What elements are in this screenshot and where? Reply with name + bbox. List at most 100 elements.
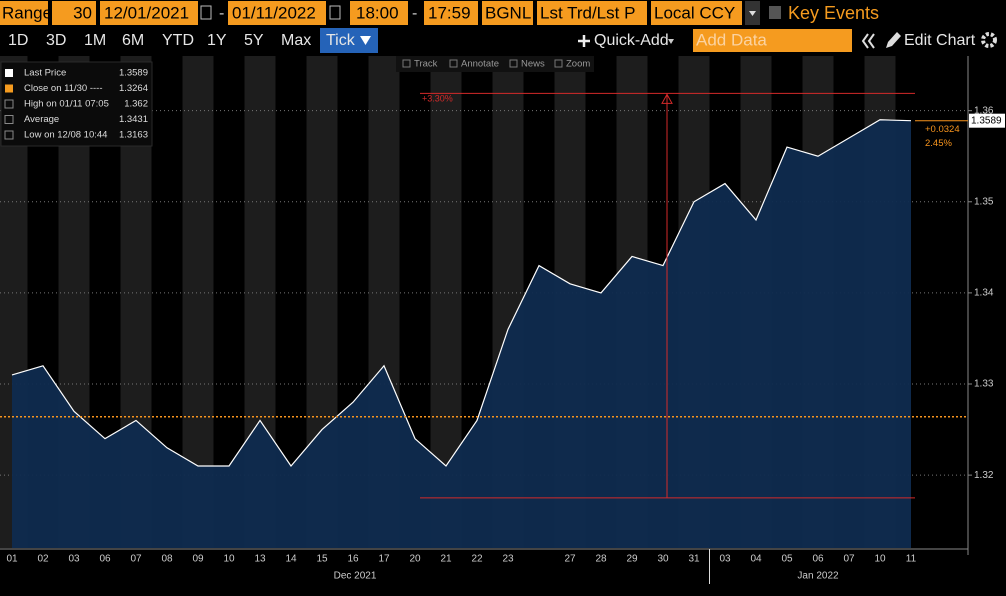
plus-icon[interactable] xyxy=(578,35,590,47)
legend-value: 1.3163 xyxy=(119,130,148,141)
pencil-icon xyxy=(886,32,901,48)
x-tick-label: 28 xyxy=(595,554,607,565)
dropdown-arrow xyxy=(360,36,371,45)
plot: +3.30%1.321.331.341.351.361.3589+0.03242… xyxy=(0,56,1006,584)
chart-tool[interactable]: Track xyxy=(414,59,438,70)
start-time: 18:00 xyxy=(356,3,399,22)
period-buttons: 1D 3D 1M 6M YTD 1Y 5Y Max xyxy=(8,32,311,49)
dropdown-arrow xyxy=(668,39,674,44)
x-tick-label: 23 xyxy=(502,554,514,565)
start-time-input[interactable] xyxy=(350,1,408,25)
last-price-label: 1.3589 xyxy=(971,115,1002,126)
x-tick-label: 20 xyxy=(409,554,421,565)
range-label-box xyxy=(0,1,48,25)
add-data-input[interactable] xyxy=(693,29,852,52)
period-button[interactable]: 6M xyxy=(122,32,144,49)
key-events: Key Events xyxy=(788,3,879,23)
key-events-checkbox[interactable] xyxy=(769,6,781,19)
legend-value: 1.3264 xyxy=(119,83,148,94)
field: Lst Trd/Lst P xyxy=(540,3,635,22)
calendar-icon[interactable] xyxy=(200,5,212,20)
legend-swatch xyxy=(4,130,14,140)
legend-value: 1.3589 xyxy=(119,68,148,79)
period-button[interactable]: YTD xyxy=(162,32,194,49)
currency-input[interactable] xyxy=(651,1,742,25)
x-tick-label: 07 xyxy=(843,554,855,565)
dash: - xyxy=(219,5,224,22)
tick-button[interactable] xyxy=(320,28,378,53)
x-tick-label: 10 xyxy=(874,554,886,565)
right-axis-bg xyxy=(968,56,1006,555)
chart-tool[interactable]: Zoom xyxy=(566,59,590,70)
price-line xyxy=(11,119,912,467)
end-date: 01/11/2022 xyxy=(232,3,316,22)
x-tick-label: 29 xyxy=(626,554,638,565)
legend-panel xyxy=(0,61,153,147)
x-tick-label: 16 xyxy=(347,554,359,565)
legend-swatch xyxy=(4,99,14,109)
legend-swatch xyxy=(4,115,14,124)
currency: Local CCY xyxy=(654,3,735,22)
period-button[interactable]: 3D xyxy=(46,32,66,49)
y-tick-label: 1.35 xyxy=(974,196,994,207)
x-tick-label: 02 xyxy=(37,554,49,565)
x-tick-label: 13 xyxy=(254,554,266,565)
legend-rows: Last Price 1.3589 Close on 11/30 ---- 1.326… xyxy=(4,68,148,141)
x-tick-label: 06 xyxy=(812,554,824,565)
source-input[interactable] xyxy=(482,1,533,25)
x-tick-label: 03 xyxy=(68,554,80,565)
y-tick-label: 1.33 xyxy=(974,379,994,390)
annotation-arrow xyxy=(661,93,673,104)
x-tick-label: 05 xyxy=(781,554,793,565)
calendar-icon[interactable] xyxy=(329,5,341,20)
y-tick-label: 1.32 xyxy=(974,470,994,481)
x-tick-label: 27 xyxy=(564,554,576,565)
legend-label: Low on 12/08 10:44 xyxy=(24,130,107,141)
x-tick-label: 31 xyxy=(688,554,700,565)
period-button[interactable]: 1Y xyxy=(207,32,227,49)
dash: - xyxy=(412,5,417,22)
field-input[interactable] xyxy=(537,1,647,25)
end-date-input[interactable] xyxy=(228,1,326,25)
edit-chart[interactable]: Edit Chart xyxy=(904,32,976,49)
chart-tools: Track Annotate News Zoom xyxy=(396,56,594,72)
end-time: 17:59 xyxy=(428,3,471,22)
chart-tool[interactable]: News xyxy=(521,59,545,70)
price-area xyxy=(12,119,911,549)
gear-icon[interactable] xyxy=(981,32,997,48)
x-tick-label: 01 xyxy=(6,554,18,565)
legend-label: Last Price xyxy=(24,68,66,79)
period-button[interactable]: 5Y xyxy=(244,32,264,49)
x-tick-label: 17 xyxy=(378,554,390,565)
range-label: Range xyxy=(2,3,52,22)
x-tick-label: 04 xyxy=(750,554,762,565)
collapse-icon[interactable] xyxy=(861,33,875,49)
y-tick-label: 1.36 xyxy=(974,105,994,116)
period-button[interactable]: Max xyxy=(281,32,311,49)
x-group-label: Jan 2022 xyxy=(797,571,839,582)
x-tick-label: 21 xyxy=(440,554,452,565)
x-tick-label: 06 xyxy=(99,554,111,565)
change-pct-label: 2.45% xyxy=(925,138,952,149)
start-date-input[interactable] xyxy=(100,1,198,25)
x-group-label: Dec 2021 xyxy=(334,571,377,582)
y-tick-label: 1.34 xyxy=(974,288,994,299)
x-tick-label: 14 xyxy=(285,554,297,565)
chart-tool[interactable]: Annotate xyxy=(461,59,499,70)
quick-add[interactable]: Quick-Add xyxy=(594,32,669,49)
last-price-box xyxy=(969,113,1005,128)
end-time-input[interactable] xyxy=(424,1,478,25)
tool-icon xyxy=(449,59,458,68)
toolbar: Range 30 12/01/2021 - 01/11/2022 18:00 -… xyxy=(0,1,879,25)
tool-icon xyxy=(402,59,411,68)
legend-swatch xyxy=(5,84,13,93)
add-data: Add Data xyxy=(696,30,767,49)
x-tick-label: 11 xyxy=(906,554,917,565)
legend-box: Last Price 1.3589 Close on 11/30 ---- 1.326… xyxy=(0,61,153,147)
period-button[interactable]: 1M xyxy=(84,32,106,49)
range-input[interactable] xyxy=(52,1,96,25)
source: BGNL xyxy=(485,3,531,22)
period-button[interactable]: 1D xyxy=(8,32,28,49)
range-value: 30 xyxy=(73,3,92,22)
